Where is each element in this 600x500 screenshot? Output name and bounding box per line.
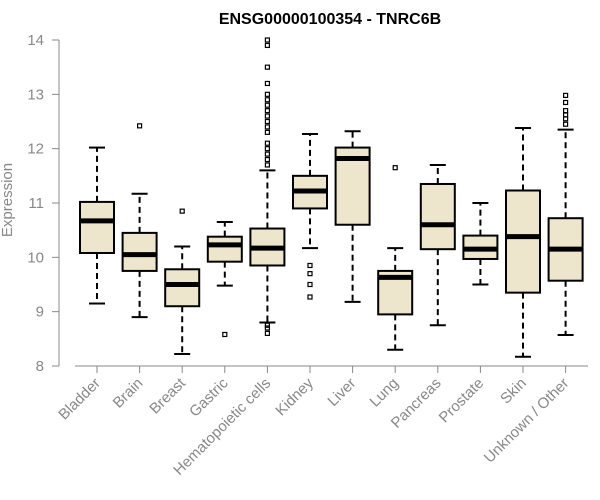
y-tick-label: 13: [27, 86, 44, 103]
outlier-point: [264, 325, 270, 331]
outlier-point: [264, 124, 270, 130]
outlier-point: [264, 64, 270, 70]
outlier-point: [179, 208, 185, 214]
outlier-point: [562, 121, 569, 127]
outlier-point: [264, 162, 270, 168]
box-group: [79, 146, 115, 305]
y-tick-label: 10: [27, 249, 44, 266]
outlier-point: [307, 294, 313, 300]
box-group: [121, 123, 158, 319]
x-tick-label: Kidney: [272, 374, 317, 419]
y-ticks: 8 9 10 11 12 13 14: [27, 32, 59, 375]
box-group: [292, 132, 328, 300]
y-axis-label: Expression: [0, 163, 16, 237]
outlier-point: [392, 165, 398, 171]
y-tick-label: 12: [27, 141, 44, 158]
box-group: [206, 221, 243, 338]
outlier-point: [264, 80, 270, 87]
outlier-point: [562, 112, 569, 118]
box-group: [164, 208, 201, 356]
outlier-point: [264, 151, 270, 157]
outlier-point: [307, 262, 313, 269]
outlier-point: [264, 129, 270, 135]
outlier-point: [264, 140, 270, 146]
outlier-point: [264, 330, 270, 336]
outlier-point: [307, 271, 313, 277]
outlier-point: [562, 99, 569, 106]
x-tick-label: Bladder: [55, 375, 104, 424]
outlier-point: [264, 102, 270, 108]
box-iqr: [164, 268, 201, 308]
box-group: [419, 163, 456, 327]
x-tick-label: Prostate: [436, 375, 488, 427]
outlier-point: [307, 281, 313, 288]
outlier-point: [264, 108, 270, 114]
outlier-point: [264, 97, 270, 103]
outlier-point: [264, 91, 270, 97]
y-tick-label: 14: [27, 32, 44, 49]
outlier-point: [562, 108, 569, 114]
x-tick-label: Brain: [110, 375, 147, 412]
box-group: [334, 130, 371, 303]
y-tick-label: 11: [28, 195, 44, 212]
x-tick-label: Lung: [366, 375, 402, 411]
box-group: [377, 165, 414, 351]
x-tick-label: Skin: [497, 375, 530, 408]
outlier-point: [562, 92, 569, 99]
y-tick-label: 9: [36, 304, 44, 321]
outlier-point: [137, 123, 143, 129]
x-tick-label: Breast: [146, 374, 189, 417]
x-tick-label: Liver: [324, 375, 359, 410]
box-group: [505, 127, 541, 358]
box-group: [249, 37, 286, 336]
outlier-point: [264, 118, 270, 125]
outlier-point: [222, 331, 228, 338]
box-group: [547, 92, 584, 337]
outlier-point: [264, 156, 270, 163]
outlier-point: [264, 146, 270, 152]
boxes: [79, 37, 584, 358]
box-iqr: [206, 235, 243, 263]
box-iqr: [419, 182, 456, 251]
box-group: [462, 202, 499, 286]
box-iqr: [121, 231, 158, 272]
outlier-point: [264, 113, 270, 119]
box-iqr: [79, 200, 115, 254]
outlier-point: [264, 322, 270, 328]
box-iqr: [505, 189, 541, 294]
y-tick-label: 8: [36, 358, 44, 375]
outlier-point: [264, 42, 270, 49]
outlier-point: [264, 37, 270, 43]
chart-title: ENSG00000100354 - TNRC6B: [219, 11, 441, 28]
